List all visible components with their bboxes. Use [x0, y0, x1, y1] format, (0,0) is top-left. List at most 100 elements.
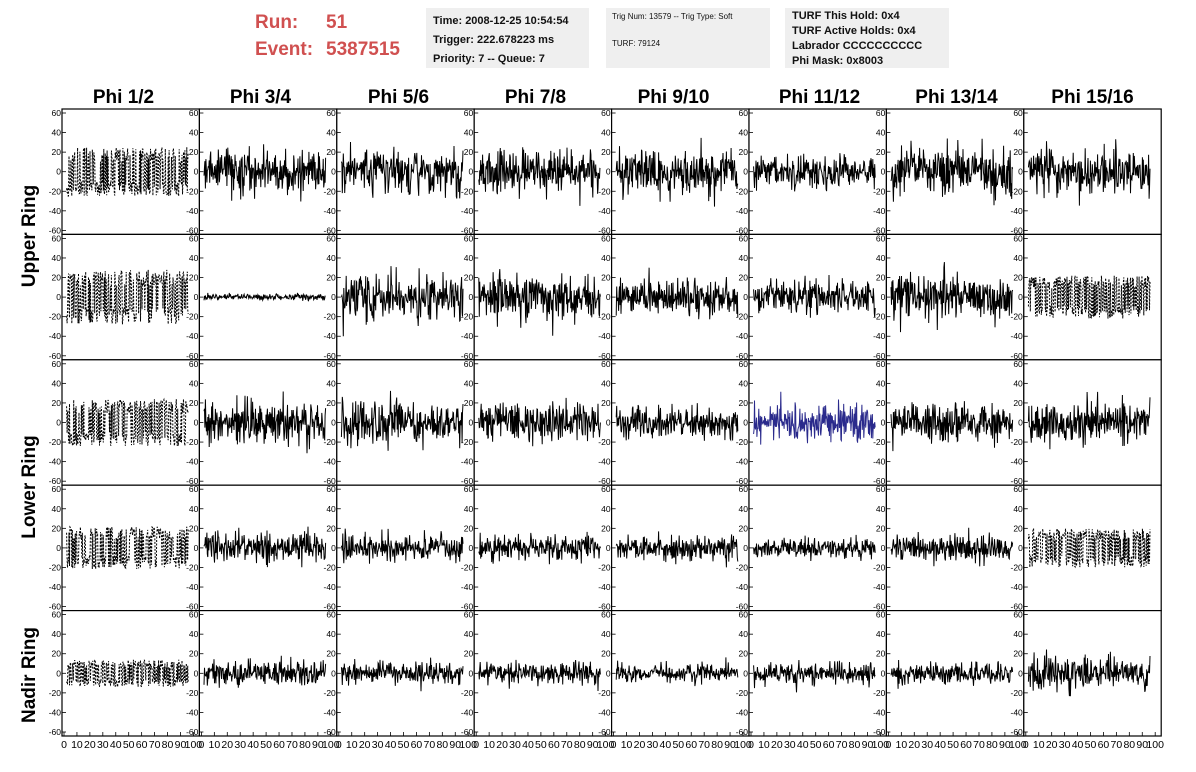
waveform-panel-r1-c5: 60 40 20 0 -20 -40 -60: [598, 108, 750, 235]
waveform-trace: [478, 269, 601, 336]
y-tick-label: -40: [461, 206, 474, 216]
y-tick-label: 0: [881, 167, 886, 177]
y-tick-label: -20: [736, 312, 749, 322]
y-tick-label: 40: [52, 504, 62, 514]
y-tick-label: -40: [598, 707, 611, 717]
waveform-trace: [203, 655, 327, 688]
waveform-trace: [615, 137, 739, 207]
x-tick-label: 100: [1009, 739, 1027, 751]
y-tick-label: 60: [52, 610, 62, 620]
y-tick-label: 0: [743, 292, 748, 302]
y-tick-label: 40: [876, 504, 886, 514]
y-tick-label: 20: [876, 147, 886, 157]
x-tick-label: 20: [496, 739, 508, 751]
waveform-panel-r1-c4: 60 40 20 0 -20 -40 -60: [461, 108, 613, 235]
x-tick-label: 50: [810, 739, 822, 751]
y-tick-label: 20: [876, 398, 886, 408]
waveform-panel-r1-c3: 60 40 20 0 -20 -40 -60: [324, 108, 475, 235]
y-tick-label: 40: [1013, 629, 1023, 639]
y-tick-label: -20: [1011, 562, 1024, 572]
y-tick-label: -60: [49, 476, 62, 486]
y-tick-label: -60: [1011, 476, 1024, 486]
waveform-panel-r4-c3: 60 40 20 0 -20 -40 -60: [324, 484, 475, 612]
y-tick-label: -60: [873, 727, 886, 737]
y-tick-label: 20: [601, 523, 611, 533]
y-tick-label: -60: [598, 602, 611, 612]
y-tick-label: 40: [464, 128, 474, 138]
y-tick-label: -20: [598, 186, 611, 196]
y-tick-label: -60: [461, 225, 474, 235]
y-tick-label: 40: [189, 378, 199, 388]
y-tick-label: 20: [52, 273, 62, 283]
waveform-panel-r1-c1: 60 40 20 0 -20 -40 -60: [49, 108, 200, 235]
y-tick-label: -60: [186, 727, 199, 737]
event-value: 5387515: [326, 39, 400, 60]
x-tick-label: 90: [312, 739, 324, 751]
y-tick-label: 40: [739, 253, 749, 263]
y-tick-label: 0: [1018, 418, 1023, 428]
y-tick-label: -40: [598, 582, 611, 592]
y-tick-label: 0: [56, 167, 61, 177]
x-tick-label: 70: [286, 739, 298, 751]
y-tick-label: -20: [186, 312, 199, 322]
x-tick-label: 0: [336, 739, 342, 751]
y-tick-label: 0: [1018, 167, 1023, 177]
y-tick-label: 0: [743, 543, 748, 553]
x-tick-label: 100: [734, 739, 752, 751]
y-tick-label: 0: [331, 418, 336, 428]
y-tick-label: 60: [739, 233, 749, 243]
y-tick-label: 20: [601, 649, 611, 659]
y-tick-label: 60: [601, 359, 611, 369]
y-tick-label: 20: [52, 398, 62, 408]
y-tick-label: -40: [461, 582, 474, 592]
y-tick-label: 60: [876, 359, 886, 369]
y-tick-label: -40: [736, 331, 749, 341]
y-tick-label: 60: [189, 359, 199, 369]
x-tick-label: 100: [872, 739, 890, 751]
y-tick-label: 60: [189, 233, 199, 243]
y-tick-label: 60: [1013, 233, 1023, 243]
waveform-trace: [615, 657, 739, 687]
y-tick-label: -60: [324, 602, 337, 612]
x-tick-label: 30: [234, 739, 246, 751]
y-tick-label: 40: [601, 504, 611, 514]
waveform-trace: [66, 269, 189, 325]
y-tick-label: 0: [194, 668, 199, 678]
x-tick-label: 30: [372, 739, 384, 751]
trigger-info-panel: Trig Num: 13579 -- Trig Type: Soft TURF:…: [606, 8, 770, 68]
y-tick-label: 20: [876, 649, 886, 659]
turf-active-holds-text: TURF Active Holds: 0x4: [792, 25, 916, 37]
y-tick-label: 60: [464, 108, 474, 118]
x-tick-label: 10: [483, 739, 495, 751]
waveform-panel-r2-c3: 60 40 20 0 -20 -40 -60: [324, 233, 475, 361]
waveform-trace: [478, 147, 601, 206]
y-tick-label: -40: [1011, 331, 1024, 341]
y-tick-label: -40: [49, 331, 62, 341]
column-header-phi-15-16: Phi 15/16: [1051, 87, 1134, 108]
y-tick-label: -20: [873, 437, 886, 447]
y-tick-label: -60: [1011, 225, 1024, 235]
y-tick-label: -40: [49, 582, 62, 592]
y-tick-label: 20: [326, 273, 336, 283]
y-tick-label: -40: [461, 331, 474, 341]
waveform-panel-r3-c3: 60 40 20 0 -20 -40 -60: [324, 359, 475, 486]
y-tick-label: -20: [49, 688, 62, 698]
y-tick-label: 0: [331, 668, 336, 678]
waveform-panel-r2-c7: 60 40 20 0 -20 -40 -60: [873, 233, 1025, 361]
y-tick-label: 40: [1013, 504, 1023, 514]
y-tick-label: 40: [739, 629, 749, 639]
y-tick-label: -40: [324, 582, 337, 592]
y-tick-label: 0: [56, 543, 61, 553]
y-tick-label: -40: [598, 206, 611, 216]
waveform-trace: [203, 144, 327, 202]
priority-text: Priority: 7 -- Queue: 7: [433, 53, 545, 65]
run-value: 51: [326, 12, 348, 33]
y-tick-label: -40: [736, 707, 749, 717]
y-tick-label: -20: [461, 437, 474, 447]
y-tick-label: -40: [324, 206, 337, 216]
turf-info-panel: TURF This Hold: 0x4 TURF Active Holds: 0…: [785, 8, 949, 68]
waveform-panel-r2-c8: 60 40 20 0 -20 -40 -60: [1011, 233, 1162, 361]
